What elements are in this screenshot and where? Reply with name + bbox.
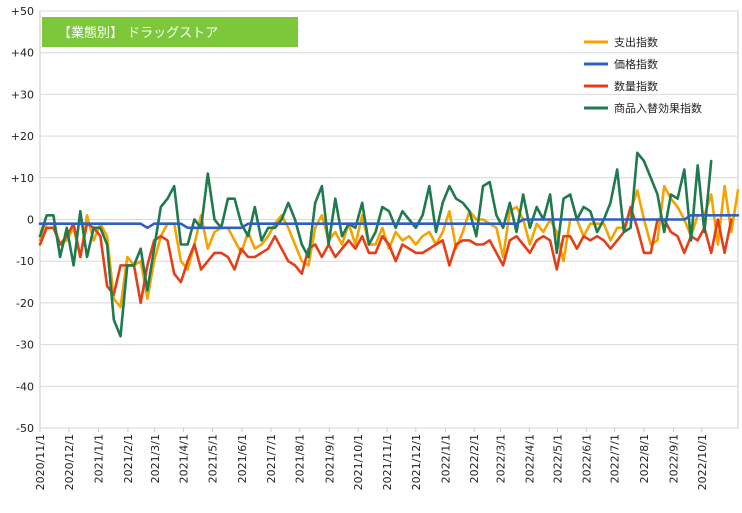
series-line-0 <box>38 184 740 309</box>
x-tick-label: 2022/4/1 <box>523 434 536 483</box>
y-tick-label: -10 <box>16 255 34 268</box>
y-tick-label: 0 <box>27 214 34 227</box>
axis-layer: +50 +40 +30 +20 +10 0 -10 -20 -30 -40 -502020/11/1… <box>11 5 709 490</box>
chart-title: 【業態別】 ドラッグストア <box>58 25 218 41</box>
series-layer <box>38 151 740 338</box>
y-tick-label: -30 <box>16 339 34 352</box>
legend-label: 数量指数 <box>614 79 658 93</box>
x-tick-label: 2022/7/1 <box>609 434 622 483</box>
x-tick-label: 2020/12/1 <box>63 434 76 490</box>
x-tick-label: 2021/10/1 <box>352 434 365 490</box>
x-tick-label: 2021/2/1 <box>122 434 135 483</box>
x-tick-label: 2021/4/1 <box>178 434 191 483</box>
legend-label: 支出指数 <box>614 35 658 49</box>
x-tick-label: 2021/3/1 <box>149 434 162 483</box>
x-tick-label: 2022/1/1 <box>439 434 452 483</box>
y-tick-label: +50 <box>11 5 34 18</box>
x-tick-label: 2022/8/1 <box>638 434 651 483</box>
series-line-3 <box>38 151 713 338</box>
y-tick-label: +10 <box>11 172 34 185</box>
x-tick-label: 2022/3/1 <box>494 434 507 483</box>
x-tick-label: 2022/5/1 <box>551 434 564 483</box>
y-tick-label: +30 <box>11 88 34 101</box>
x-tick-label: 2022/10/1 <box>696 434 709 490</box>
y-tick-label: -50 <box>16 422 34 435</box>
x-tick-label: 2022/9/1 <box>668 434 681 483</box>
x-tick-label: 2022/6/1 <box>580 434 593 483</box>
series-line-1 <box>38 214 740 230</box>
y-tick-label: -40 <box>16 380 34 393</box>
x-tick-label: 2021/7/1 <box>265 434 278 483</box>
x-tick-label: 2020/11/1 <box>34 434 47 490</box>
series-line-2 <box>38 205 733 305</box>
x-tick-label: 2021/6/1 <box>236 434 249 483</box>
x-tick-label: 2021/12/1 <box>410 434 423 490</box>
x-tick-label: 2021/11/1 <box>381 434 394 490</box>
x-tick-label: 2022/2/1 <box>468 434 481 483</box>
title-box-background <box>42 17 298 47</box>
x-tick-label: 2021/1/1 <box>92 434 105 483</box>
title-box: 【業態別】 ドラッグストア <box>42 17 298 47</box>
y-tick-label: -20 <box>16 297 34 310</box>
y-tick-label: +20 <box>11 130 34 143</box>
legend-label: 価格指数 <box>614 57 658 71</box>
grid-layer <box>39 10 739 429</box>
x-tick-label: 2021/5/1 <box>206 434 219 483</box>
legend-label: 商品入替効果指数 <box>614 101 702 115</box>
x-tick-label: 2021/9/1 <box>323 434 336 483</box>
x-tick-label: 2021/8/1 <box>294 434 307 483</box>
y-tick-label: +40 <box>11 47 34 60</box>
